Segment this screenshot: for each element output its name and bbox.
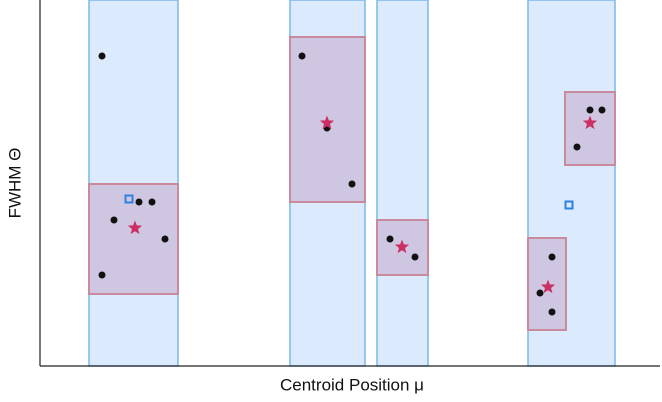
- point: [586, 106, 594, 114]
- point: [98, 271, 106, 279]
- box: [376, 219, 429, 276]
- point: [135, 198, 143, 206]
- point: [348, 180, 356, 188]
- centroid-star: [127, 220, 143, 235]
- point: [548, 308, 556, 316]
- centroid-star: [319, 115, 335, 130]
- y-axis-label: FWHM Θ: [5, 148, 24, 219]
- plot-area: [88, 0, 616, 367]
- point: [110, 216, 118, 224]
- band: [376, 0, 429, 367]
- point: [298, 52, 306, 60]
- point: [573, 143, 581, 151]
- point: [548, 253, 556, 261]
- x-axis-label: Centroid Position μ: [280, 375, 424, 394]
- point: [148, 198, 156, 206]
- point: [161, 235, 169, 243]
- point: [598, 106, 606, 114]
- centroid-star: [394, 239, 410, 254]
- point: [98, 52, 106, 60]
- centroid-star: [540, 279, 556, 294]
- point: [386, 235, 394, 243]
- centroid-star: [582, 115, 598, 130]
- point: [411, 253, 419, 261]
- square-marker: [564, 200, 574, 210]
- point: [536, 289, 544, 297]
- square-marker: [124, 194, 134, 204]
- box: [564, 91, 616, 166]
